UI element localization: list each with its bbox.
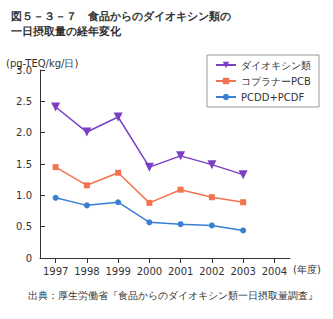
svg-text:図５－３－７ 食品からのダイオキシン類の: 図５－３－７ 食品からのダイオキシン類の	[11, 10, 231, 23]
svg-text:出典：厚生労働省『食品からのダイオキシン類一日摂取量調査』: 出典：厚生労働省『食品からのダイオキシン類一日摂取量調査』	[28, 290, 318, 301]
svg-text:2000: 2000	[137, 266, 162, 277]
svg-text:1999: 1999	[105, 266, 130, 277]
svg-text:2.0: 2.0	[16, 127, 32, 138]
svg-text:1.5: 1.5	[16, 159, 32, 170]
svg-text:2.5: 2.5	[16, 96, 32, 107]
svg-text:2002: 2002	[199, 266, 224, 277]
svg-text:1.0: 1.0	[16, 190, 32, 201]
svg-text:1998: 1998	[74, 266, 99, 277]
svg-text:一日摂取量の経年変化: 一日摂取量の経年変化	[11, 25, 122, 38]
svg-text:(pg-TEQ/kg/日): (pg-TEQ/kg/日)	[6, 57, 79, 69]
svg-text:1997: 1997	[43, 266, 68, 277]
svg-text:(年度): (年度)	[293, 264, 321, 275]
svg-text:0.5: 0.5	[16, 221, 32, 232]
svg-text:2003: 2003	[230, 266, 255, 277]
svg-text:2001: 2001	[168, 266, 193, 277]
svg-text:コプラナーPCB: コプラナーPCB	[241, 76, 311, 87]
svg-text:3.0: 3.0	[16, 65, 32, 76]
svg-text:2004: 2004	[262, 266, 287, 277]
svg-text:0: 0	[26, 253, 32, 264]
svg-text:ダイオキシン類: ダイオキシン類	[241, 60, 311, 71]
svg-text:PCDD+PCDF: PCDD+PCDF	[241, 92, 305, 103]
